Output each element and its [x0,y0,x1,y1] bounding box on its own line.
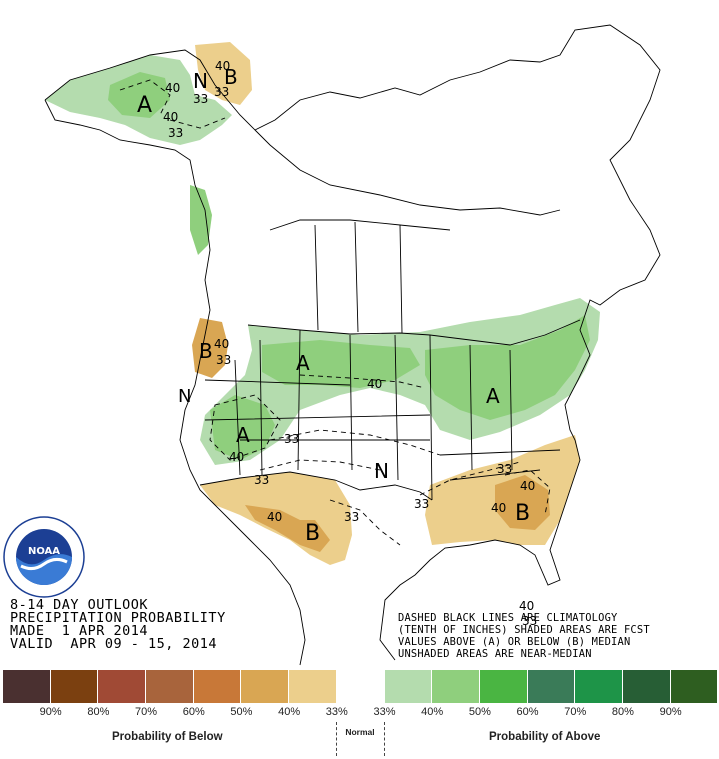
boundaries [44,24,661,666]
legend-swatch [193,670,242,703]
legend-percent: 50% [468,706,491,718]
noaa-logo-text: NOAA [28,546,60,557]
central-n-label: N [374,459,389,483]
legend-swatch [479,670,528,703]
rockies-above-core [210,395,275,460]
legend-percent: 33% [373,706,396,718]
plains-a-label: A [296,351,310,375]
rockies-a-label: A [236,423,250,447]
contour-label: 40 [165,81,180,95]
bc-above-area [190,185,212,255]
contour-label: 33 [168,126,183,140]
contour-label: 33 [414,497,429,511]
contour-label: 40 [229,450,244,464]
southeast-below-core [495,475,550,530]
legend-percent: 80% [87,706,110,718]
legend-swatch [98,670,147,703]
legend-percent: 80% [611,706,634,718]
legend-swatch [289,670,337,703]
plains-above-core [262,340,420,388]
noaa-logo: NOAA [3,516,85,598]
legend-percent: 70% [135,706,158,718]
note-line-2: (TENTH OF INCHES) SHADED AREAS ARE FCST [398,624,650,636]
nw-below-area [192,318,228,378]
contour-label: 40 [215,59,230,73]
greatlakes-above-core [425,315,590,420]
legend-percent: 33% [325,706,348,718]
probability-legend: 90% 80% 70% 60% 50% 40% 33% 33% 40% 50% 60% 70% 80% 9… [0,670,719,759]
map-labels: A N B A A A B B B N N [137,65,530,546]
title-line-3: MADE 1 APR 2014 [10,623,149,639]
legend-swatches [3,670,719,703]
legend-swatch [384,670,433,703]
legend-swatch [3,670,51,703]
alaska-b-label: B [224,65,238,89]
contour-label: 33 [344,510,359,524]
normal-divider-right [384,722,385,756]
legend-swatch [336,670,385,703]
contour-label: 33 [193,92,208,106]
legend-swatch [527,670,576,703]
legend-percent: 60% [516,706,539,718]
title-line-1: 8-14 DAY OUTLOOK [10,597,149,613]
contour-label: 33 [497,462,512,476]
legend-percent: 50% [230,706,253,718]
contour-labels: 40 33 40 33 40 33 33 40 40 33 40 33 33 4… [163,59,537,628]
legend-percent: 40% [278,706,301,718]
legend-percent: 60% [182,706,205,718]
contour-label: 40 [491,501,506,515]
map-notes: DASHED BLACK LINES ARE CLIMATOLOGY (TENT… [398,612,650,660]
note-line-1: DASHED BLACK LINES ARE CLIMATOLOGY [398,612,618,624]
contour-label: 40 [267,510,282,524]
legend-percent: 70% [564,706,587,718]
legend-percent: 40% [421,706,444,718]
texas-below-core [245,505,330,552]
note-line-3: VALUES ABOVE (A) OR BELOW (B) MEDIAN [398,636,631,648]
alaska-below-area [195,42,252,105]
alaska-a-label: A [137,93,152,118]
legend-swatch [670,670,719,703]
greatlakes-a-label: A [486,384,500,408]
title-line-2: PRECIPITATION PROBABILITY [10,610,226,626]
note-line-4: UNSHADED AREAS ARE NEAR-MEDIAN [398,648,592,660]
nw-b-label: B [199,339,213,363]
legend-percents: 90% 80% 70% 60% 50% 40% 33% 33% 40% 50% 60% 70% 80% 9… [3,706,694,718]
texas-b-label: B [305,521,320,546]
contour-label: 40 [367,377,382,391]
contour-label: 40 [214,337,229,351]
southeast-b-label: B [515,501,530,526]
legend-swatch [432,670,480,703]
legend-percent: 90% [39,706,62,718]
legend-swatch [146,670,194,703]
title-line-4: VALID APR 09 - 15, 2014 [10,636,218,652]
contour-label: 33 [214,85,229,99]
legend-swatch [241,670,290,703]
precipitation-outlook-map: A N B A A A B B B N N 40 33 40 33 40 33 … [44,24,661,666]
legend-swatch [575,670,623,703]
contour-label: 40 [163,110,178,124]
normal-divider-left [336,722,337,756]
contour-label: 33 [254,473,269,487]
nevada-n-label: N [178,386,191,407]
normal-caption: Normal [345,727,375,737]
above-caption: Probability of Above [489,731,601,743]
contour-label: 33 [216,353,231,367]
contour-label: 40 [519,599,534,613]
contour-label: 33 [284,432,299,446]
contour-label: 33 [522,614,537,628]
legend-swatch [622,670,671,703]
shaded-areas [45,42,600,565]
outlook-title: 8-14 DAY OUTLOOK PRECIPITATION PROBABILI… [10,597,226,652]
climatology-lines [119,79,551,546]
below-caption: Probability of Below [112,731,223,743]
contour-label: 40 [520,479,535,493]
legend-swatch [50,670,99,703]
alaska-n-label: N [193,69,208,93]
legend-percent: 90% [659,706,682,718]
